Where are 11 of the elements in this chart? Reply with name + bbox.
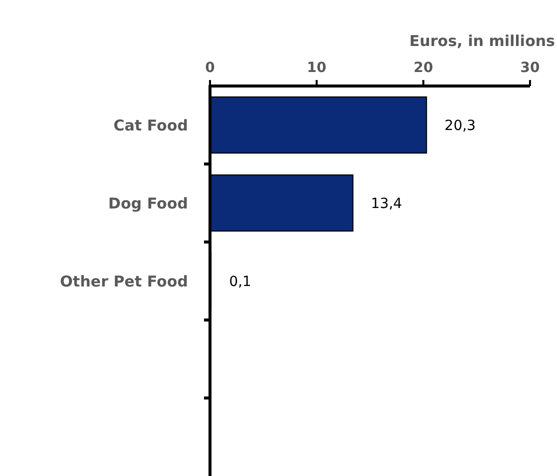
x-tick-label: 0	[205, 60, 216, 76]
x-tick-label: 20	[414, 60, 434, 76]
data-label: 0,1	[229, 274, 252, 290]
x-tick-label: 30	[520, 60, 540, 76]
x-axis-title: Euros, in millions	[409, 32, 556, 50]
y-tick-label: Cat Food	[113, 116, 188, 134]
data-label: 20,3	[444, 118, 476, 134]
y-tick-label: Dog Food	[108, 194, 188, 212]
x-tick-label: 10	[306, 60, 327, 76]
data-label: 13,4	[370, 196, 402, 212]
y-tick-label: Other Pet Food	[60, 272, 188, 290]
